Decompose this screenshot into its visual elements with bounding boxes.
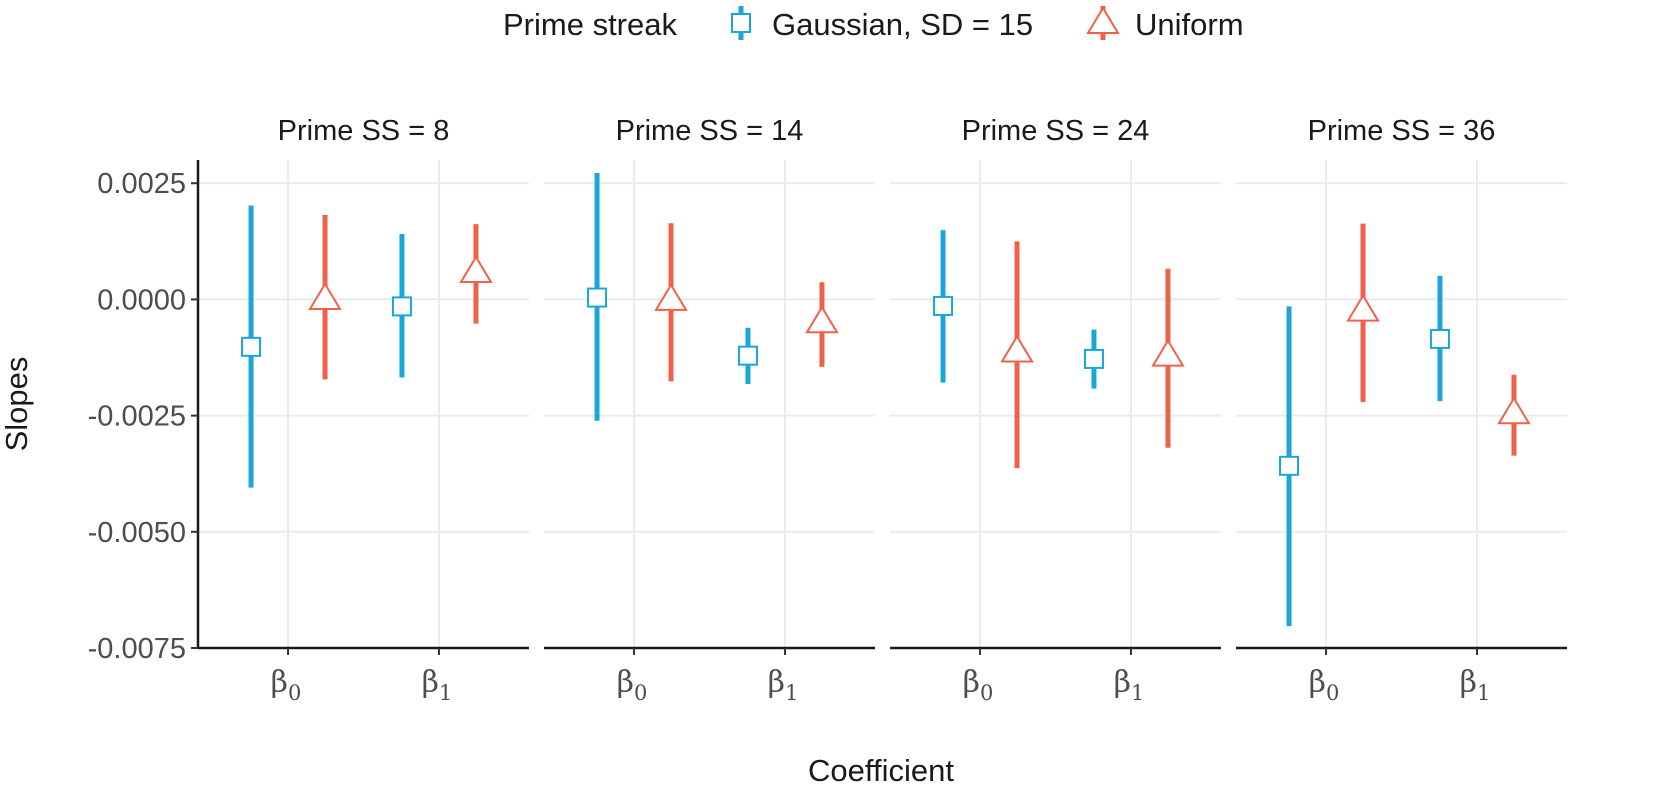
x-tick-label: β0 <box>271 665 302 705</box>
panel: Prime SS = 24 β0 β1 <box>890 115 1221 705</box>
x-tick-label: β0 <box>1309 665 1340 705</box>
panel-title: Prime SS = 14 <box>616 115 804 147</box>
y-tick-label: -0.0050 <box>88 517 186 549</box>
panel-title: Prime SS = 8 <box>278 115 450 147</box>
y-tick-label: -0.0075 <box>88 633 186 665</box>
legend: Prime streak Gaussian, SD = 15 Uniform <box>503 6 1244 42</box>
legend-item: Uniform <box>1086 6 1244 42</box>
x-tick-label: β0 <box>963 665 994 705</box>
legend-title: Prime streak <box>503 7 677 42</box>
y-tick-label: -0.0025 <box>88 401 186 433</box>
legend-label: Uniform <box>1135 7 1244 42</box>
point-marker <box>391 296 412 317</box>
point-marker <box>308 282 342 310</box>
legend-key-marker <box>1086 6 1120 34</box>
point-marker <box>933 295 954 316</box>
y-tick-label: 0.0025 <box>97 168 186 200</box>
point-marker <box>1279 455 1300 476</box>
x-tick-label: β1 <box>768 665 799 705</box>
y-tick-label: 0.0000 <box>97 284 186 316</box>
x-tick-label: β1 <box>422 665 453 705</box>
y-axis: 0.0025 0.0000 -0.0025 -0.0050 -0.0075 <box>88 160 200 665</box>
point-marker <box>1083 348 1104 369</box>
panel: Prime SS = 36 β0 β1 <box>1236 115 1567 705</box>
panel-title: Prime SS = 36 <box>1308 115 1496 147</box>
point-marker <box>1000 334 1034 363</box>
point-marker <box>1429 328 1450 349</box>
legend-key-marker <box>731 13 751 33</box>
point-marker <box>587 287 608 308</box>
point-marker <box>1151 338 1185 367</box>
point-marker <box>241 336 262 357</box>
x-tick-label: β1 <box>1114 665 1145 705</box>
panel-title: Prime SS = 24 <box>962 115 1150 147</box>
panel: Prime SS = 14 β0 β1 <box>544 115 875 705</box>
point-marker <box>1346 293 1380 322</box>
panel: Prime SS = 8 β0 β1 <box>198 115 529 705</box>
point-marker <box>1497 396 1531 425</box>
y-axis-label: Slopes <box>0 357 34 452</box>
x-tick-label: β0 <box>617 665 648 705</box>
legend-label: Gaussian, SD = 15 <box>772 7 1033 42</box>
legend-item: Gaussian, SD = 15 <box>731 6 1033 42</box>
point-marker <box>805 305 839 334</box>
x-axis-label: Coefficient <box>808 753 954 787</box>
point-marker <box>654 282 688 311</box>
point-marker <box>459 255 493 284</box>
point-marker <box>737 345 758 366</box>
x-tick-label: β1 <box>1460 665 1491 705</box>
